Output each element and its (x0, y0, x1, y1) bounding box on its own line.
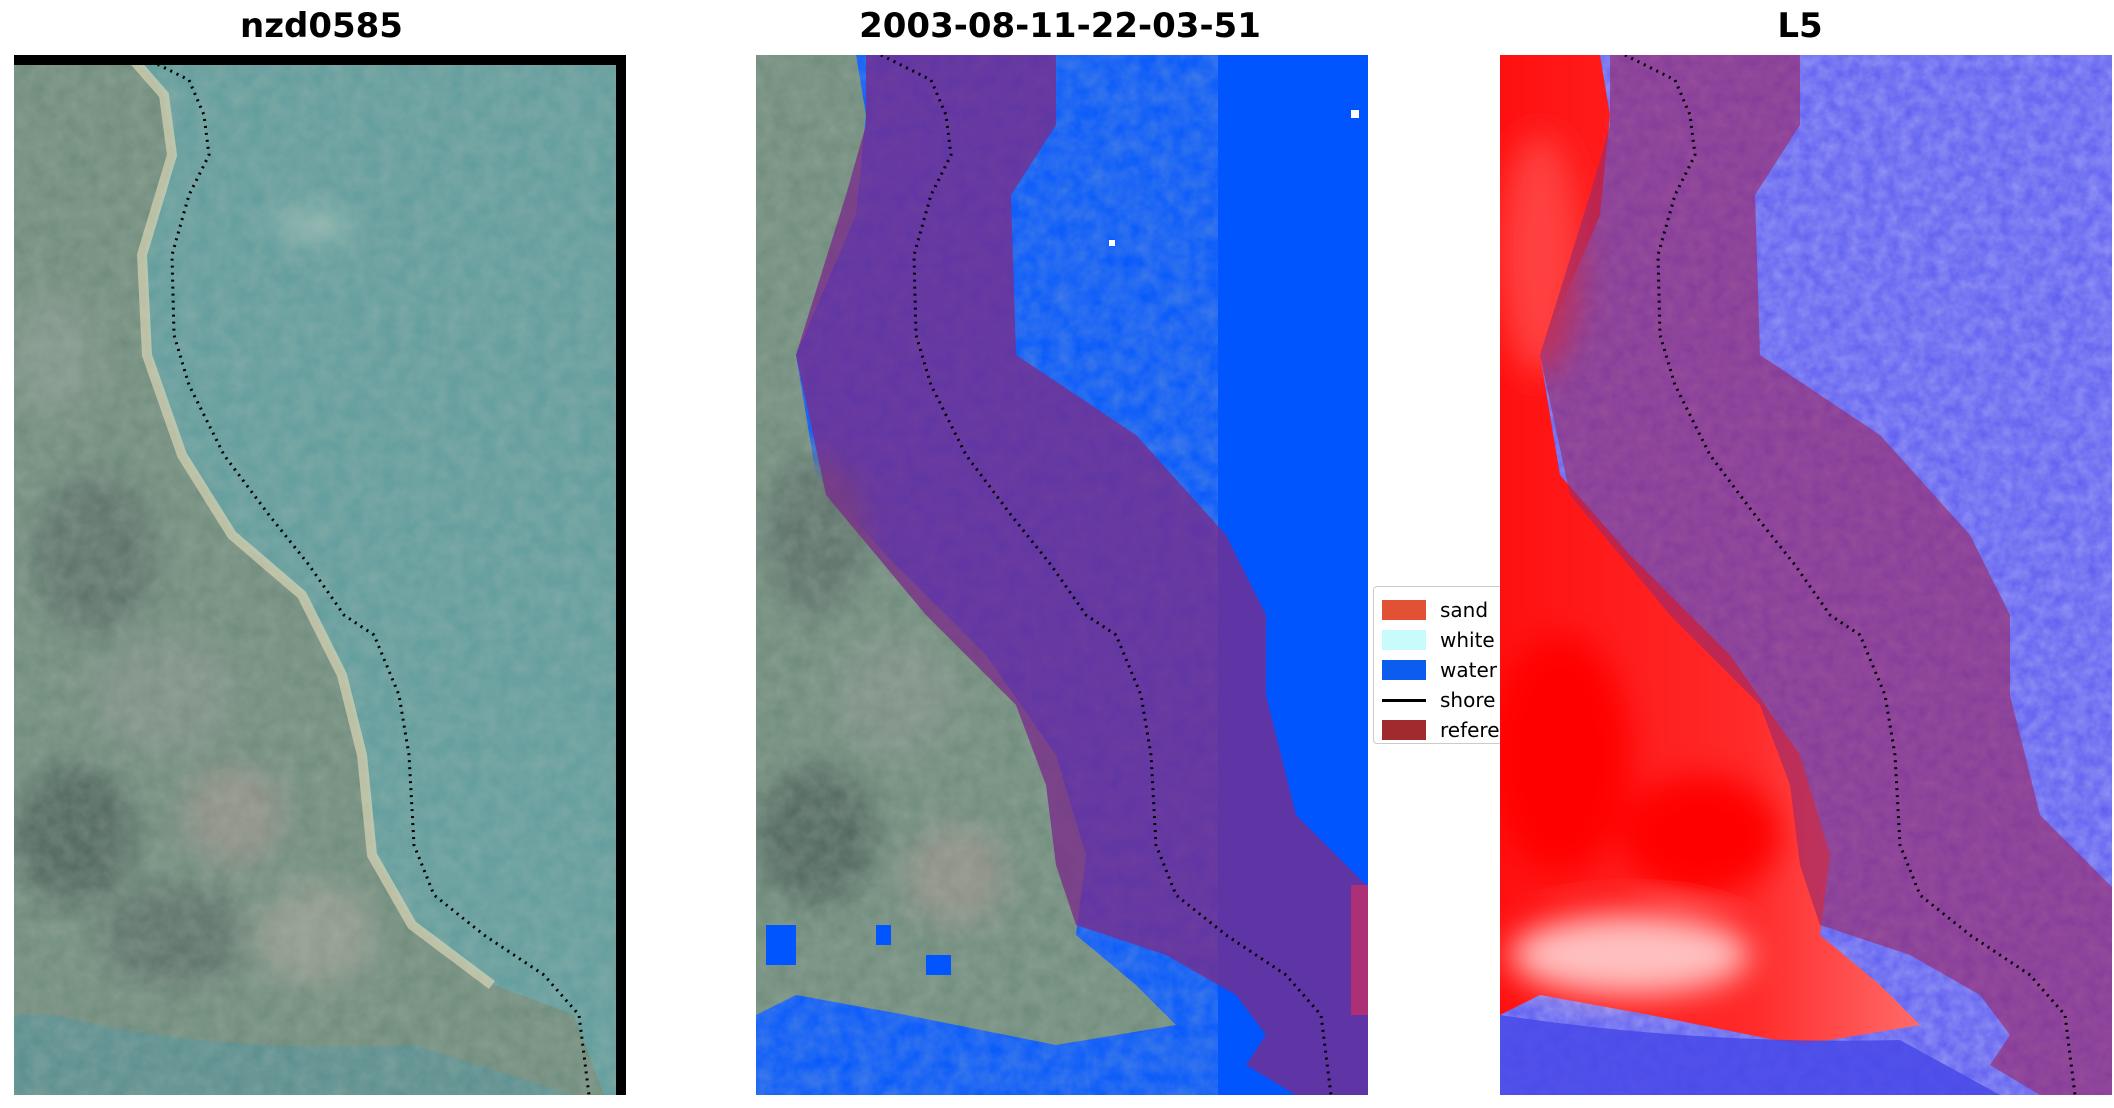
legend-label-water: water (1440, 658, 1497, 682)
legend-item-shore: shore (1382, 685, 1502, 715)
legend-item-reference: refere (1382, 715, 1502, 743)
legend-label-shore: shore (1440, 688, 1496, 712)
legend-item-water: water (1382, 655, 1502, 685)
legend-line-shore (1382, 698, 1426, 702)
band-edge (1351, 885, 1368, 1015)
rgb-image (14, 55, 626, 1095)
legend: sand white water shore refere (1373, 586, 1503, 744)
image-border-right (616, 55, 626, 1095)
legend-item-sand: sand (1382, 595, 1502, 625)
legend-swatch-white (1382, 630, 1426, 650)
rgb-image-panel (14, 55, 626, 1095)
sea-low-index (1500, 1015, 2000, 1095)
classification-image (756, 55, 1368, 1095)
index-map-image (1500, 55, 2112, 1095)
legend-label-sand: sand (1440, 598, 1489, 622)
panel-title-classification: 2003-08-11-22-03-51 (859, 6, 1261, 46)
index-map-panel (1500, 55, 2112, 1095)
image-grain (14, 55, 626, 1095)
classification-panel (756, 55, 1368, 1095)
white-pixel (1351, 110, 1359, 118)
panel-title-rgb: nzd0585 (240, 6, 403, 46)
panel-title-index: L5 (1777, 6, 1823, 46)
legend-item-white: white (1382, 625, 1502, 655)
legend-swatch-water (1382, 660, 1426, 680)
legend-swatch-reference (1382, 720, 1426, 740)
legend-label-reference: refere (1440, 718, 1500, 742)
inland-water-patches (766, 925, 951, 975)
reference-band (796, 55, 1368, 1095)
reference-band (1540, 55, 2112, 1095)
white-pixel (1109, 240, 1115, 246)
legend-swatch-sand (1382, 600, 1426, 620)
beach-sand (125, 55, 495, 989)
legend-label-white: white (1440, 628, 1495, 652)
image-border-top (14, 55, 626, 65)
image-grain (756, 55, 1176, 1045)
